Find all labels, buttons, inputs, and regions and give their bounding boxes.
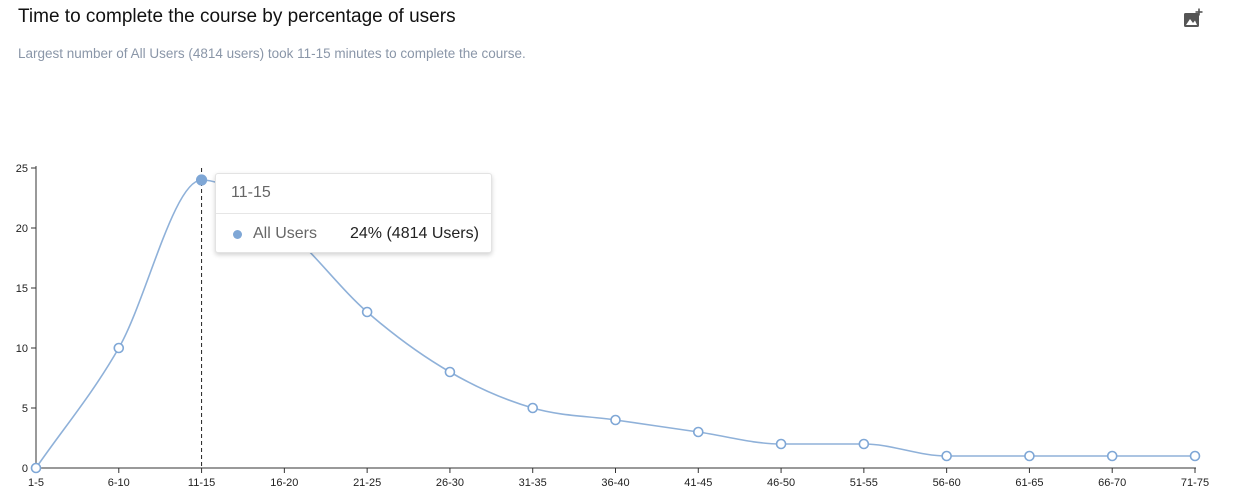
data-point[interactable]	[610, 414, 621, 426]
tooltip: 11-15 All Users 24% (4814 Users)	[215, 173, 492, 253]
x-tick-label: 36-40	[601, 477, 629, 489]
tooltip-series-dot-icon	[233, 230, 242, 239]
data-point[interactable]	[1189, 450, 1201, 462]
data-point[interactable]	[1106, 450, 1118, 462]
y-tick-label: 5	[22, 403, 28, 415]
data-point[interactable]	[692, 426, 704, 438]
x-tick-label: 16-20	[270, 477, 298, 489]
x-tick-label: 66-70	[1098, 477, 1126, 489]
data-point[interactable]	[113, 342, 125, 354]
chart-subtitle: Largest number of All Users (4814 users)…	[18, 46, 526, 61]
data-point[interactable]	[444, 366, 456, 378]
data-point[interactable]	[1024, 450, 1035, 462]
x-tick-label: 41-45	[684, 477, 712, 489]
add-image-button[interactable]	[1180, 6, 1206, 32]
tooltip-row: All Users 24% (4814 Users)	[216, 214, 491, 253]
data-point[interactable]	[858, 438, 870, 450]
tooltip-series-name: All Users	[253, 225, 318, 242]
data-point[interactable]	[361, 306, 373, 318]
data-point[interactable]	[527, 402, 539, 414]
chart-title: Time to complete the course by percentag…	[18, 6, 456, 27]
y-tick-label: 25	[16, 163, 28, 175]
x-tick-label: 21-25	[353, 477, 381, 489]
y-tick-label: 20	[16, 223, 28, 235]
x-tick-label: 61-65	[1015, 477, 1043, 489]
x-tick-label: 26-30	[436, 477, 464, 489]
x-tick-label: 1-5	[28, 477, 44, 489]
x-tick-label: 51-55	[850, 477, 878, 489]
x-tick-label: 6-10	[108, 477, 130, 489]
y-tick-label: 15	[16, 283, 28, 295]
data-point[interactable]	[30, 462, 42, 474]
data-point-active[interactable]	[195, 174, 208, 186]
y-tick-label: 0	[22, 463, 28, 475]
series-line-all-users	[35, 179, 1195, 469]
x-tick-label: 46-50	[767, 477, 795, 489]
x-tick-label: 71-75	[1181, 477, 1209, 489]
y-tick-label: 10	[16, 343, 28, 355]
tooltip-value: 24% (4814 Users)	[350, 225, 479, 242]
x-tick-label: 11-15	[188, 477, 215, 489]
x-tick-label: 56-60	[933, 477, 961, 489]
tooltip-category: 11-15	[216, 174, 491, 214]
data-point[interactable]	[775, 438, 787, 450]
x-tick-label: 31-35	[519, 477, 547, 489]
add-image-icon	[1184, 8, 1203, 27]
data-point[interactable]	[941, 450, 952, 462]
